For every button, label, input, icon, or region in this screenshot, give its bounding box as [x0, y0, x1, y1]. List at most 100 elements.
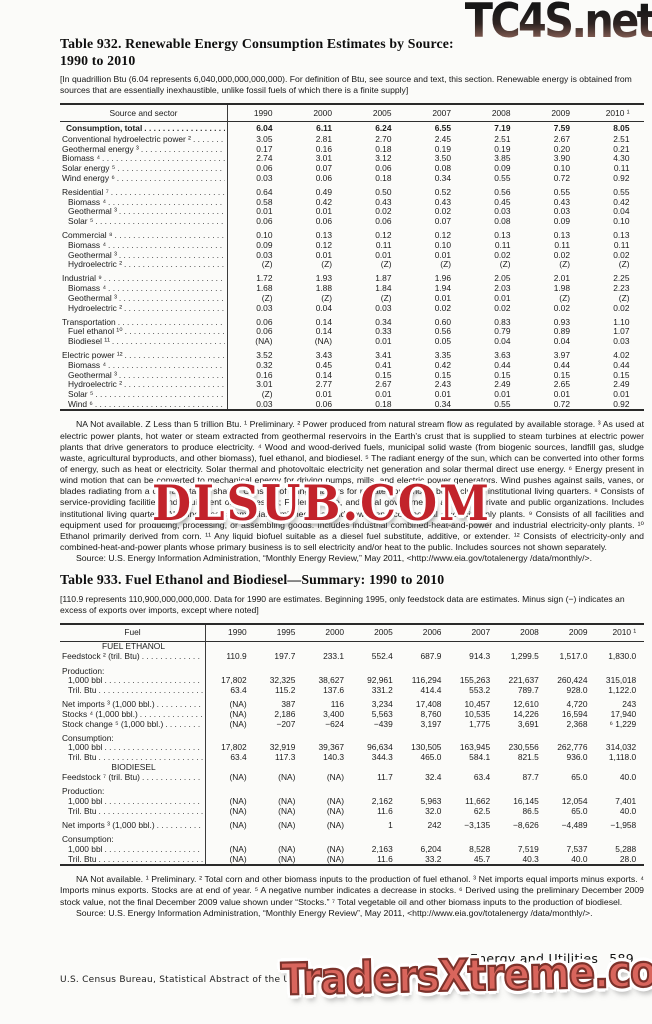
value-cell: 0.01 — [375, 249, 392, 260]
value-cell: 0.50 — [375, 186, 392, 197]
table-row: 1,000 bbl (NA) (NA) (NA) 2,163 6,204 8,528 7,51… — [60, 843, 644, 855]
table-row: Hydroelectric ² 0.03 0.04 0.03 0.02 0.02 0.02 0… — [60, 302, 644, 314]
row-label: Biomass ⁴ — [60, 284, 227, 294]
value-cell: 4,720 — [566, 699, 588, 710]
value-cell: 3.43 — [315, 350, 332, 361]
dot-leader — [125, 327, 225, 337]
value-cell: 314,032 — [605, 742, 637, 753]
value-cell: 1.72 — [256, 273, 273, 284]
value-cell: 0.41 — [375, 359, 392, 370]
table-row: Biomass ⁴ 2.74 3.01 3.12 3.50 3.85 3.90 4.30 — [60, 154, 644, 164]
value-cell: 2.01 — [553, 273, 570, 284]
value-cell: (NA) — [229, 699, 247, 710]
value-cell: 12,054 — [561, 796, 588, 807]
value-cell: 197.7 — [274, 651, 296, 662]
value-cell: 0.15 — [434, 369, 451, 380]
value-cell: 92,961 — [367, 675, 393, 686]
row-label-text: Tril. Btu — [68, 753, 97, 763]
value-cell: 7.19 — [494, 123, 511, 133]
row-label-text: 1,000 bbl — [68, 844, 103, 854]
value-cell: 344.3 — [371, 752, 393, 763]
table-row: Commercial ⁸ 0.10 0.13 0.12 0.12 0.13 0.13 0.13 — [60, 231, 644, 241]
dot-leader — [95, 390, 225, 400]
value-cell: 3.97 — [553, 350, 570, 361]
value-cell: 1,775 — [469, 718, 491, 729]
value-cell: 3.35 — [434, 350, 451, 361]
value-cell: (NA) — [326, 772, 345, 783]
row-label-text: BIODIESEL — [111, 762, 156, 772]
value-cell: 3,691 — [517, 718, 539, 729]
value-cell: 3.85 — [494, 153, 511, 164]
table-row: BIODIESEL — [60, 763, 644, 774]
column-header-cell: Fuel — [60, 625, 205, 640]
row-label: Geothermal ³ — [60, 207, 227, 217]
table-row: Feedstock ⁷ (tril. Btu) (NA) (NA) (NA) 11.7 3… — [60, 773, 644, 783]
row-label: Solar ⁵ — [60, 390, 227, 400]
row-label-text: Consumption: — [62, 835, 114, 845]
value-cell: 0.06 — [375, 163, 392, 174]
row-label-text: 1,000 bbl — [68, 676, 103, 686]
value-cell: 0.14 — [315, 326, 332, 337]
value-cell: 2.74 — [256, 153, 273, 164]
value-cell: 0.15 — [375, 369, 392, 380]
row-label: Stock change ⁵ (1,000 bbl.) — [60, 720, 205, 730]
row-label: Feedstock ² (tril. Btu) — [60, 652, 205, 662]
value-cell: 11,662 — [465, 796, 491, 807]
value-cell: 0.11 — [375, 239, 392, 250]
row-label-text: Biomass ⁴ — [68, 284, 107, 294]
value-cell: 0.44 — [553, 359, 570, 370]
value-cell: 2,162 — [371, 796, 393, 807]
value-cell: 0.03 — [375, 302, 392, 313]
row-label: Consumption: — [60, 734, 205, 744]
value-cell: 16,145 — [513, 796, 539, 807]
dot-leader — [108, 361, 225, 371]
value-cell: 28.0 — [619, 853, 637, 864]
value-cell: 7,519 — [517, 843, 539, 854]
value-cell: 40.0 — [571, 853, 588, 864]
value-cell: 62.5 — [473, 805, 491, 816]
value-cell: 6.11 — [316, 123, 332, 133]
row-label: Feedstock ⁷ (tril. Btu) — [60, 773, 205, 783]
table-row: Feedstock ² (tril. Btu) 110.9 197.7 233.1 55… — [60, 652, 644, 662]
value-cell: 0.07 — [434, 216, 451, 226]
value-cell: 63.4 — [230, 684, 247, 695]
row-label: Hydroelectric ² — [60, 260, 227, 270]
value-cell: 0.11 — [613, 163, 630, 174]
value-cell: 0.52 — [434, 186, 451, 197]
value-cell: 8.05 — [613, 123, 630, 133]
value-cell: 8,528 — [469, 843, 491, 854]
table-row: FUEL ETHANOL — [60, 642, 644, 653]
row-label: Production: — [60, 787, 205, 797]
value-cell: 3,400 — [323, 708, 345, 719]
value-cell: 6.55 — [434, 123, 451, 133]
year-header-cell: 2010 ¹ — [605, 107, 630, 118]
table-row: 1,000 bbl (NA) (NA) (NA) 2,162 5,963 11,662 16,… — [60, 797, 644, 807]
table-header-row: Fuel 1990 1995 2000 2005 2006 2007 2008 2009 2010… — [60, 625, 644, 642]
row-label-text: Production: — [62, 666, 105, 676]
row-label-text: Geothermal ³ — [68, 370, 117, 380]
value-cell: 0.02 — [434, 302, 451, 313]
value-cell: 1,299.5 — [510, 651, 539, 662]
row-label: Net imports ³ (1,000 bbl.) — [60, 821, 205, 831]
table-row: Biomass ⁴ 1.68 1.88 1.84 1.94 2.03 1.98 2.23 — [60, 284, 644, 294]
value-cell: 789.7 — [517, 684, 539, 695]
value-cell: −624 — [325, 718, 345, 729]
value-cell: 65.0 — [571, 805, 588, 816]
dot-leader — [95, 217, 225, 227]
row-label: Hydroelectric ² — [60, 304, 227, 314]
table-row: Tril. Btu 63.4 115.2 137.6 331.2 414.4 553.2 78… — [60, 684, 644, 696]
value-cell: −8,626 — [512, 820, 539, 831]
table-row: Tril. Btu 63.4 117.3 140.3 344.3 465.0 584.1 82… — [60, 752, 644, 763]
year-header-cell: 2008 — [491, 107, 511, 118]
value-cell: 11.6 — [377, 805, 393, 816]
table-row: Biomass ⁴ 0.09 0.12 0.11 0.10 0.11 0.11 0.11 — [60, 239, 644, 251]
dot-leader — [108, 241, 225, 251]
value-cell: 0.06 — [375, 216, 392, 226]
value-cell: 86.5 — [522, 805, 539, 816]
value-cell: 3,197 — [420, 718, 442, 729]
value-cell: 0.02 — [375, 206, 392, 217]
value-cell: 0.03 — [613, 336, 630, 347]
value-cell: 0.60 — [434, 316, 451, 327]
value-cell: 1.93 — [315, 273, 332, 284]
value-cell: 6.24 — [375, 123, 392, 133]
